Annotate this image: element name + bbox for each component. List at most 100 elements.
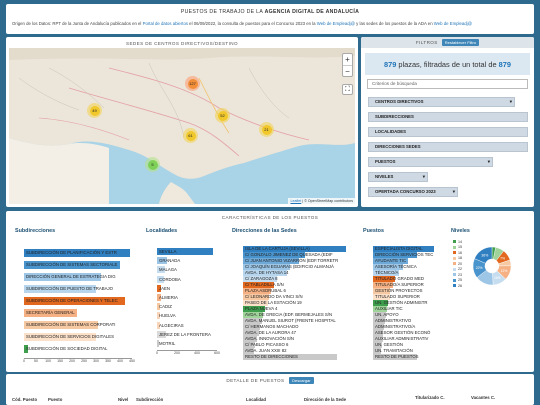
- bar[interactable]: [243, 324, 261, 330]
- map-cluster-marker[interactable]: 21: [259, 122, 274, 137]
- bar[interactable]: [373, 246, 434, 252]
- bar[interactable]: [243, 300, 268, 306]
- bar[interactable]: [243, 348, 254, 354]
- legend-item[interactable]: 14: [453, 239, 473, 245]
- bar[interactable]: [373, 312, 387, 318]
- select-subdirecciones[interactable]: SUBDIRECCIONES: [368, 112, 528, 122]
- bar[interactable]: [243, 288, 272, 294]
- bar[interactable]: [373, 294, 390, 300]
- col-header-vacantes[interactable]: Vacantes C.: [471, 395, 496, 400]
- bar[interactable]: [373, 264, 404, 270]
- bar[interactable]: [24, 261, 120, 269]
- bar[interactable]: [157, 321, 160, 329]
- col-header-subdireccion[interactable]: Subdirección: [136, 397, 164, 402]
- col-header-direccion[interactable]: Dirección de la Sede: [304, 397, 347, 402]
- bar[interactable]: [373, 336, 383, 342]
- bar[interactable]: [243, 336, 258, 342]
- bar[interactable]: [157, 330, 166, 338]
- select-puestos[interactable]: PUESTOS ▾: [368, 157, 493, 167]
- bar[interactable]: [24, 321, 99, 329]
- download-button[interactable]: Descargar: [289, 377, 314, 384]
- bar[interactable]: [24, 333, 96, 341]
- bar[interactable]: [24, 273, 101, 281]
- col-header-codigo[interactable]: Cód. Puesto: [12, 397, 38, 402]
- select-centros-directivos[interactable]: CENTROS DIRECTIVOS ▾: [368, 97, 515, 107]
- legend-item[interactable]: 23: [453, 272, 473, 278]
- legend-item[interactable]: 15: [453, 245, 473, 251]
- map[interactable]: 49 127 52 21 61 5 + − ⛶ Leaflet | © Open…: [9, 48, 355, 204]
- col-header-puesto[interactable]: Puesto: [48, 397, 63, 402]
- leaflet-link[interactable]: Leaflet: [290, 199, 302, 203]
- bar[interactable]: [373, 306, 388, 312]
- bar[interactable]: [157, 340, 159, 347]
- bar[interactable]: [373, 258, 408, 264]
- legend-item[interactable]: 22: [453, 267, 473, 273]
- bar[interactable]: [373, 270, 400, 276]
- select-direcciones-sedes[interactable]: DIRECCIONES SEDES: [368, 142, 528, 152]
- bar[interactable]: [157, 257, 167, 265]
- zoom-out-button[interactable]: −: [343, 65, 352, 76]
- legend-item[interactable]: 20: [453, 261, 473, 267]
- bar[interactable]: [373, 300, 389, 306]
- select-localidades[interactable]: LOCALIDADES: [368, 127, 528, 137]
- open-data-portal-link[interactable]: Portal de datos abiertos: [142, 21, 188, 26]
- bar[interactable]: [243, 294, 270, 300]
- bar[interactable]: [157, 275, 164, 283]
- bar[interactable]: [373, 318, 386, 324]
- col-header-nivel[interactable]: Nivel: [118, 397, 129, 402]
- bar[interactable]: [157, 294, 161, 301]
- bar[interactable]: [243, 264, 290, 270]
- bar[interactable]: [157, 312, 160, 320]
- bar[interactable]: [243, 276, 278, 282]
- bar[interactable]: [24, 285, 96, 293]
- bar[interactable]: [243, 318, 262, 324]
- bar[interactable]: [373, 276, 395, 282]
- bar[interactable]: [24, 249, 130, 257]
- bar[interactable]: [157, 284, 161, 292]
- bar[interactable]: [243, 312, 264, 318]
- bar[interactable]: [243, 342, 256, 348]
- map-cluster-marker[interactable]: 61: [183, 128, 198, 143]
- legend-item[interactable]: 16: [453, 250, 473, 256]
- bar[interactable]: [373, 288, 391, 294]
- map-cluster-marker[interactable]: 49: [87, 103, 102, 118]
- empleadoj-link[interactable]: Web de Empleadj@: [316, 21, 355, 26]
- map-cluster-marker[interactable]: 127: [185, 76, 200, 91]
- search-input[interactable]: Criterios de búsqueda: [367, 79, 528, 89]
- bar[interactable]: [24, 309, 77, 317]
- select-ofertada-concurso[interactable]: OPERTADA CONCURSO 2023 ▾: [368, 187, 458, 197]
- bar[interactable]: [243, 252, 306, 258]
- bar[interactable]: [243, 246, 346, 252]
- bar[interactable]: [373, 342, 382, 348]
- bar[interactable]: [24, 297, 125, 305]
- bar[interactable]: [243, 330, 259, 336]
- bar[interactable]: [373, 282, 393, 288]
- bar[interactable]: [157, 248, 213, 255]
- col-header-titularizado[interactable]: Titularizado C.: [415, 395, 445, 400]
- map-cluster-marker[interactable]: 5: [145, 157, 160, 172]
- bar[interactable]: [373, 348, 381, 354]
- legend-item[interactable]: 18: [453, 256, 473, 262]
- pie-slice[interactable]: [474, 246, 493, 264]
- bar[interactable]: [24, 345, 28, 353]
- bar[interactable]: [243, 258, 300, 264]
- reset-filters-button[interactable]: Restablecer Filtro: [441, 39, 480, 46]
- select-niveles[interactable]: NIVELES ▾: [368, 172, 428, 182]
- fullscreen-icon[interactable]: ⛶: [342, 84, 353, 95]
- bar[interactable]: [373, 330, 384, 336]
- bar[interactable]: [243, 282, 275, 288]
- empleadoj-link-2[interactable]: Web de Empleadj@: [433, 21, 472, 26]
- bar[interactable]: [157, 303, 160, 311]
- bar[interactable]: [243, 354, 337, 360]
- bar[interactable]: [373, 354, 417, 360]
- map-cluster-marker[interactable]: 52: [215, 108, 230, 123]
- zoom-in-button[interactable]: +: [345, 55, 350, 64]
- bar[interactable]: [373, 324, 385, 330]
- legend-item[interactable]: 26: [453, 283, 473, 289]
- legend-item[interactable]: 25: [453, 278, 473, 284]
- bar[interactable]: [243, 270, 287, 276]
- col-header-localidad[interactable]: Localidad: [246, 397, 267, 402]
- bar[interactable]: [373, 252, 417, 258]
- bar[interactable]: [243, 306, 265, 312]
- bar[interactable]: [157, 266, 165, 274]
